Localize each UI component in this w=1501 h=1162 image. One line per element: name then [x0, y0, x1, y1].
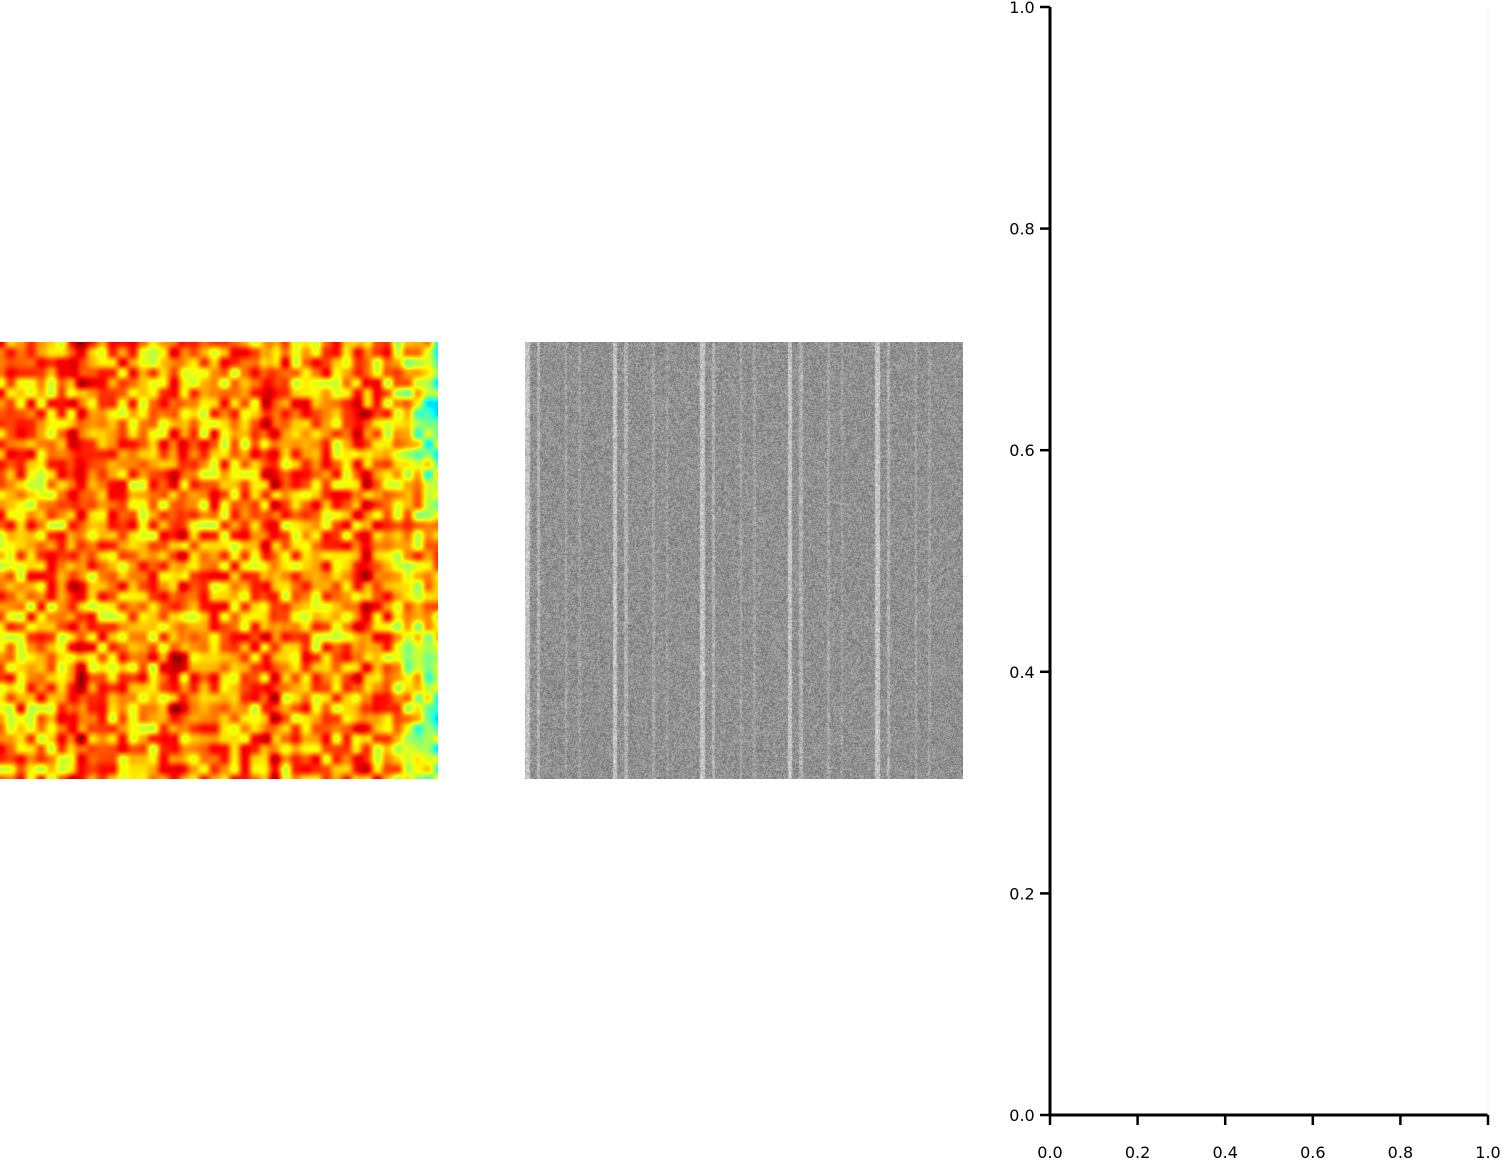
y-tick-label: 0.6	[1009, 441, 1034, 460]
x-axis-ticks: 0.0 0.2 0.4 0.6 0.8 1.0	[1037, 1115, 1501, 1162]
x-tick-label: 0.8	[1388, 1143, 1413, 1162]
y-axis-ticks: 0.0 0.2 0.4 0.6 0.8 1.0	[1009, 0, 1050, 1125]
y-tick-label: 0.4	[1009, 663, 1034, 682]
y-tick-label: 0.8	[1009, 220, 1034, 239]
gray-noise-image	[525, 342, 963, 779]
jet-heatmap-canvas	[0, 342, 438, 779]
x-tick-label: 0.0	[1037, 1143, 1062, 1162]
x-tick-label: 0.6	[1300, 1143, 1325, 1162]
gray-noise-canvas	[525, 342, 963, 779]
x-tick-label: 0.4	[1212, 1143, 1237, 1162]
y-tick-label: 0.2	[1009, 884, 1034, 903]
y-tick-label: 0.0	[1009, 1106, 1034, 1125]
y-tick-label: 1.0	[1009, 0, 1034, 17]
jet-heatmap-image	[0, 342, 438, 779]
axes-spines	[1048, 7, 1489, 1117]
x-tick-label: 1.0	[1475, 1143, 1500, 1162]
x-tick-label: 0.2	[1125, 1143, 1150, 1162]
